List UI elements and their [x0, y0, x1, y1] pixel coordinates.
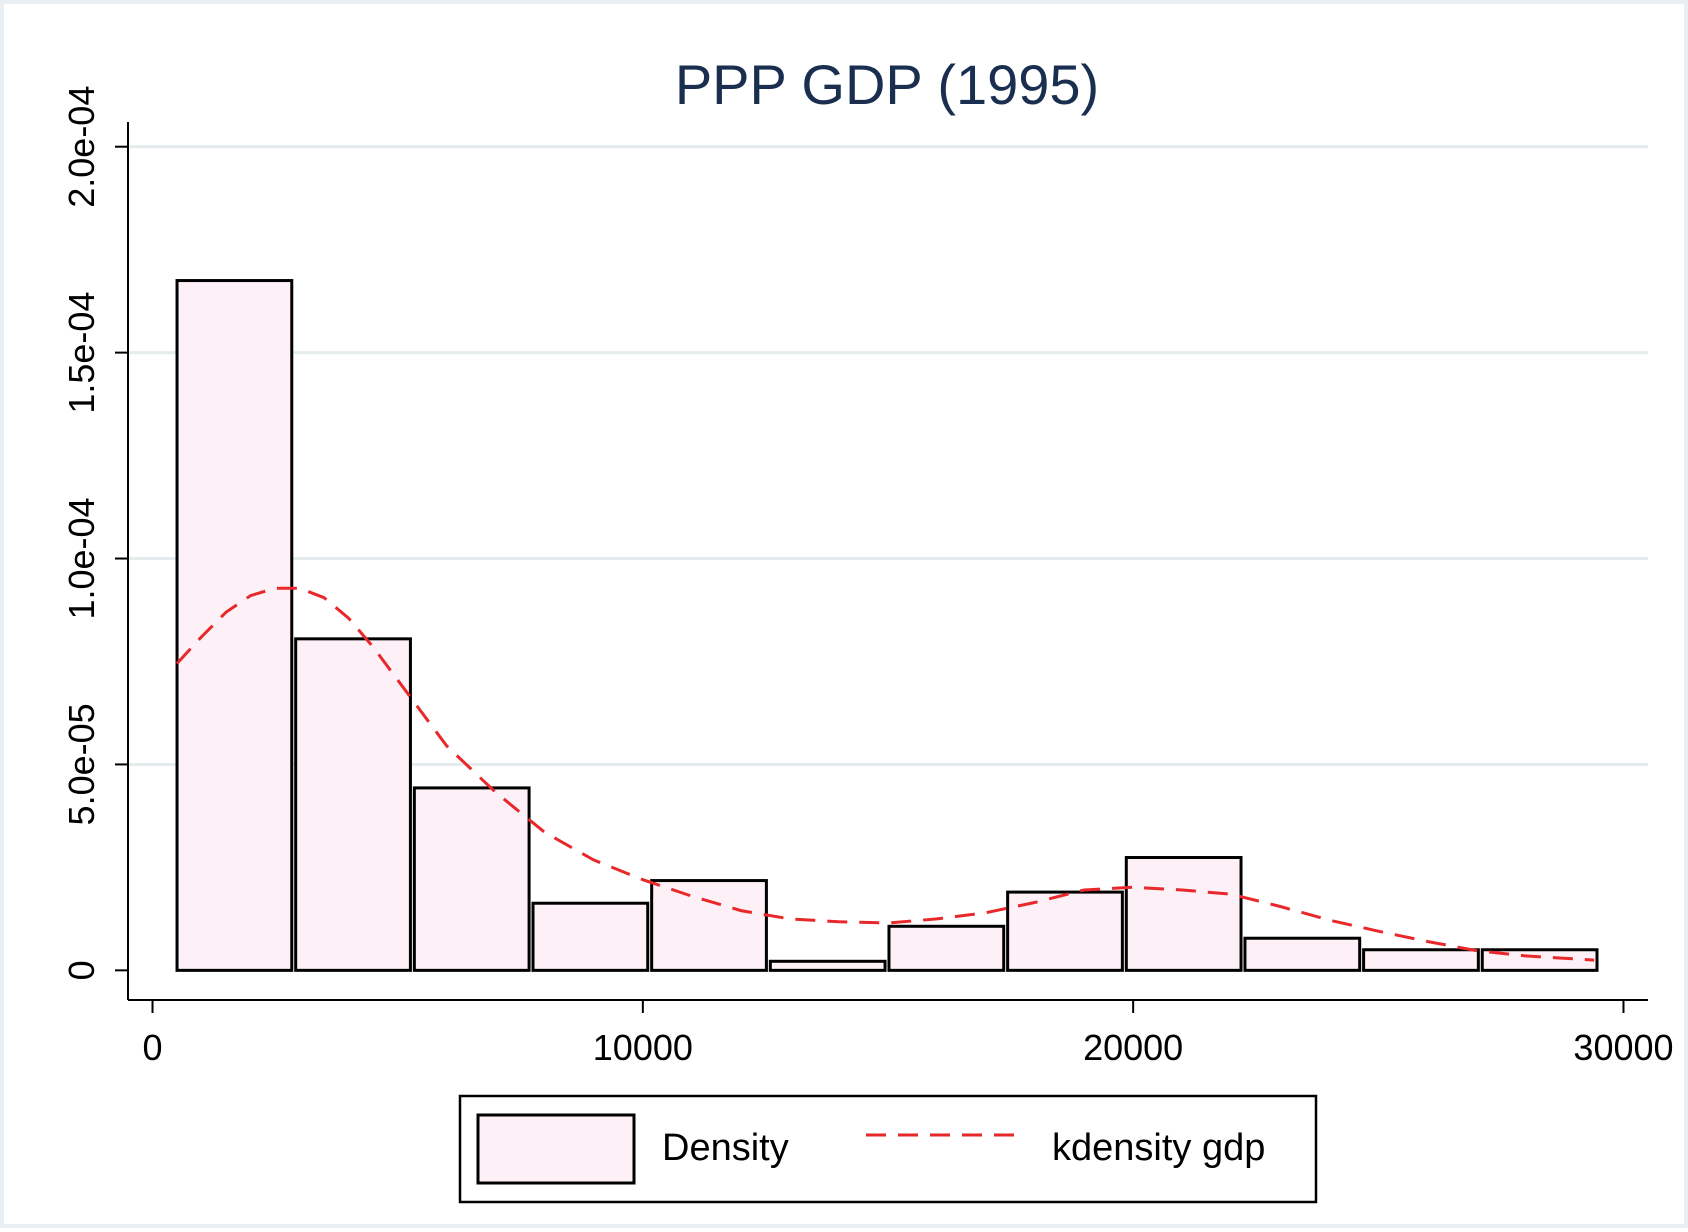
histogram-bar-11 — [1480, 948, 1599, 972]
y-axis-ticks: 0 5.0e-05 1.0e-04 1.5e-04 2.0e-04 — [61, 86, 128, 980]
histogram-bars — [175, 279, 1599, 972]
legend-swatch-density — [476, 1113, 636, 1185]
chart-title: PPP GDP (1995) — [675, 53, 1099, 116]
histogram-chart: PPP GDP (1995) 0 10000 20000 30000 0 5.0e-05… — [61, 53, 1674, 1204]
histogram-bar-8 — [1124, 856, 1243, 972]
histogram-bar-5 — [768, 959, 887, 972]
axes — [127, 122, 1648, 1001]
histogram-bar-1 — [294, 637, 412, 972]
y-tick-label-4: 2.0e-04 — [61, 86, 102, 208]
x-tick-label-2: 20000 — [1083, 1027, 1183, 1068]
histogram-bar-10 — [1362, 948, 1480, 972]
histogram-bar-4 — [650, 879, 768, 972]
x-tick-label-1: 10000 — [593, 1027, 693, 1068]
histogram-bar-0 — [175, 279, 294, 972]
histogram-bar-6 — [887, 924, 1006, 972]
legend-label-density: Density — [662, 1127, 789, 1169]
y-tick-label-2: 1.0e-04 — [61, 497, 102, 619]
legend: Density kdensity gdp — [458, 1094, 1318, 1204]
y-tick-label-3: 1.5e-04 — [61, 292, 102, 414]
x-tick-label-3: 30000 — [1573, 1027, 1673, 1068]
grid-lines — [128, 145, 1648, 766]
x-tick-label-0: 0 — [143, 1027, 163, 1068]
y-tick-label-1: 5.0e-05 — [61, 703, 102, 825]
histogram-bar-2 — [412, 786, 531, 972]
kdensity-line — [175, 586, 1595, 962]
x-axis-ticks: 0 10000 20000 30000 — [143, 1000, 1674, 1068]
histogram-bar-3 — [531, 901, 650, 972]
legend-label-kdensity: kdensity gdp — [1052, 1127, 1265, 1169]
y-tick-label-0: 0 — [61, 960, 102, 980]
histogram-bar-9 — [1243, 936, 1362, 972]
